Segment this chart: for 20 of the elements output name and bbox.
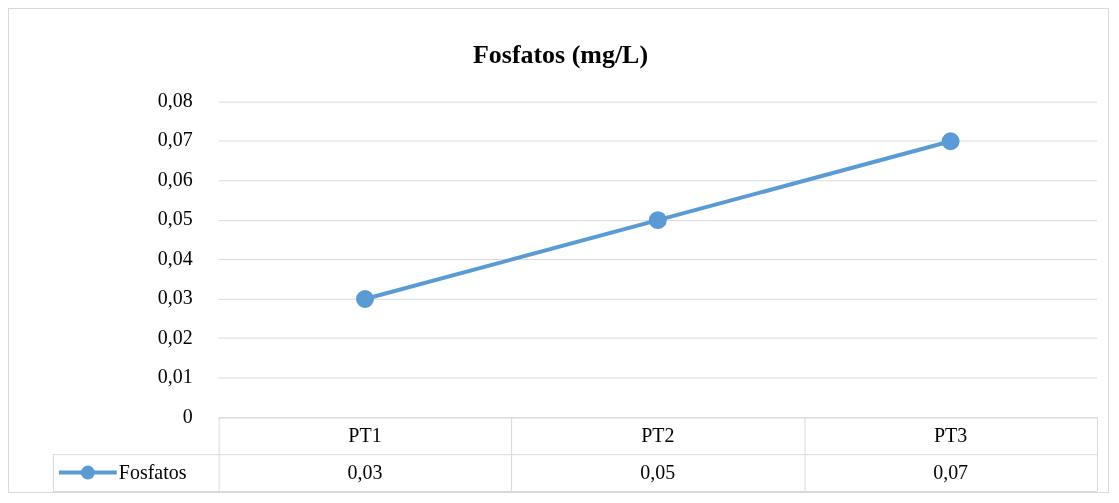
x-tick-label: PT3 bbox=[933, 423, 968, 446]
y-tick-label: 0,05 bbox=[157, 207, 193, 230]
data-label: 0,03 bbox=[347, 460, 383, 483]
point bbox=[941, 132, 960, 151]
data-label: 0,07 bbox=[933, 460, 969, 483]
data-label: 0,05 bbox=[640, 460, 676, 483]
y-tick-label: 0,06 bbox=[157, 167, 193, 190]
y-tick-label: 0,07 bbox=[157, 128, 193, 151]
y-tick-label: 0,01 bbox=[157, 365, 193, 388]
point bbox=[356, 290, 375, 308]
x-tick-label: PT2 bbox=[641, 423, 675, 446]
point bbox=[648, 211, 667, 230]
y-tick-label: 0,03 bbox=[157, 286, 193, 309]
y-tick-label: 0,02 bbox=[157, 325, 193, 348]
y-tick-label: 0 bbox=[182, 404, 193, 427]
x-tick-label: PT1 bbox=[348, 423, 382, 446]
y-tick-label: 0,08 bbox=[157, 89, 193, 112]
y-tick-label: 0,04 bbox=[157, 246, 193, 269]
legend-label: Fosfatos bbox=[118, 460, 187, 483]
chart-title: Fosfatos (mg/L) bbox=[472, 40, 649, 70]
